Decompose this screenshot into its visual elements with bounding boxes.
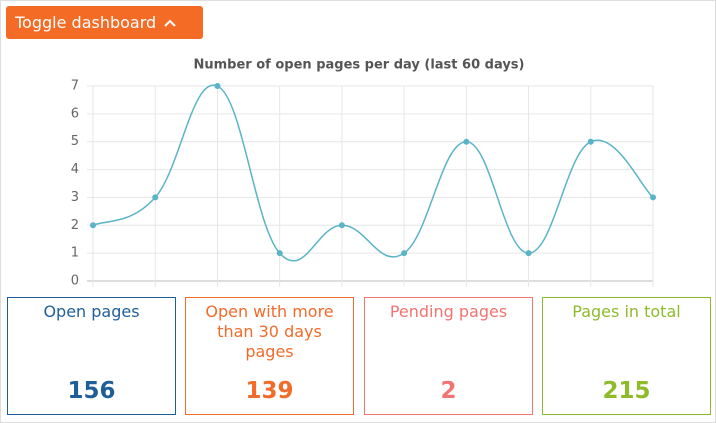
point [152,194,159,201]
y-tick-label: 2 [71,218,79,233]
y-tick-label: 4 [71,162,79,177]
y-tick-label: 0 [71,274,79,289]
card-label: Open with more than 30 days pages [205,302,334,361]
point [650,194,656,201]
point [587,138,594,145]
point [90,222,96,229]
y-tick-label: 6 [71,106,79,121]
y-tick-label: 3 [71,190,79,205]
point [525,250,532,257]
point [401,250,408,257]
stat-card: Pages in total 215 [542,297,711,415]
toggle-button[interactable]: Toggle dashboard [6,6,203,39]
point [214,83,221,89]
y-tick-label: 7 [71,79,79,94]
chevron-icon [164,19,176,27]
card-value: 215 [602,378,651,404]
card-value: 139 [245,378,294,404]
card-value: 156 [67,378,116,404]
card-label: Pending pages [389,302,508,321]
chart-title: Number of open pages per day (last 60 da… [194,58,525,73]
y-tick-label: 1 [71,246,79,261]
stat-card: Open with more than 30 days pages 139 [185,297,354,415]
card-label: Pages in total [572,302,681,321]
stat-card: Pending pages 2 [364,297,533,415]
card-label: Open pages [43,302,140,321]
y-tick-label: 5 [71,134,79,149]
stat-card: Open pages 156 [7,297,176,415]
point [276,250,283,257]
point [463,138,470,145]
chart: Number of open pages per day (last 60 da… [71,58,656,289]
line [92,84,654,262]
button-label: Toggle dashboard [15,13,157,32]
card-value: 2 [440,378,457,404]
point [338,222,345,229]
